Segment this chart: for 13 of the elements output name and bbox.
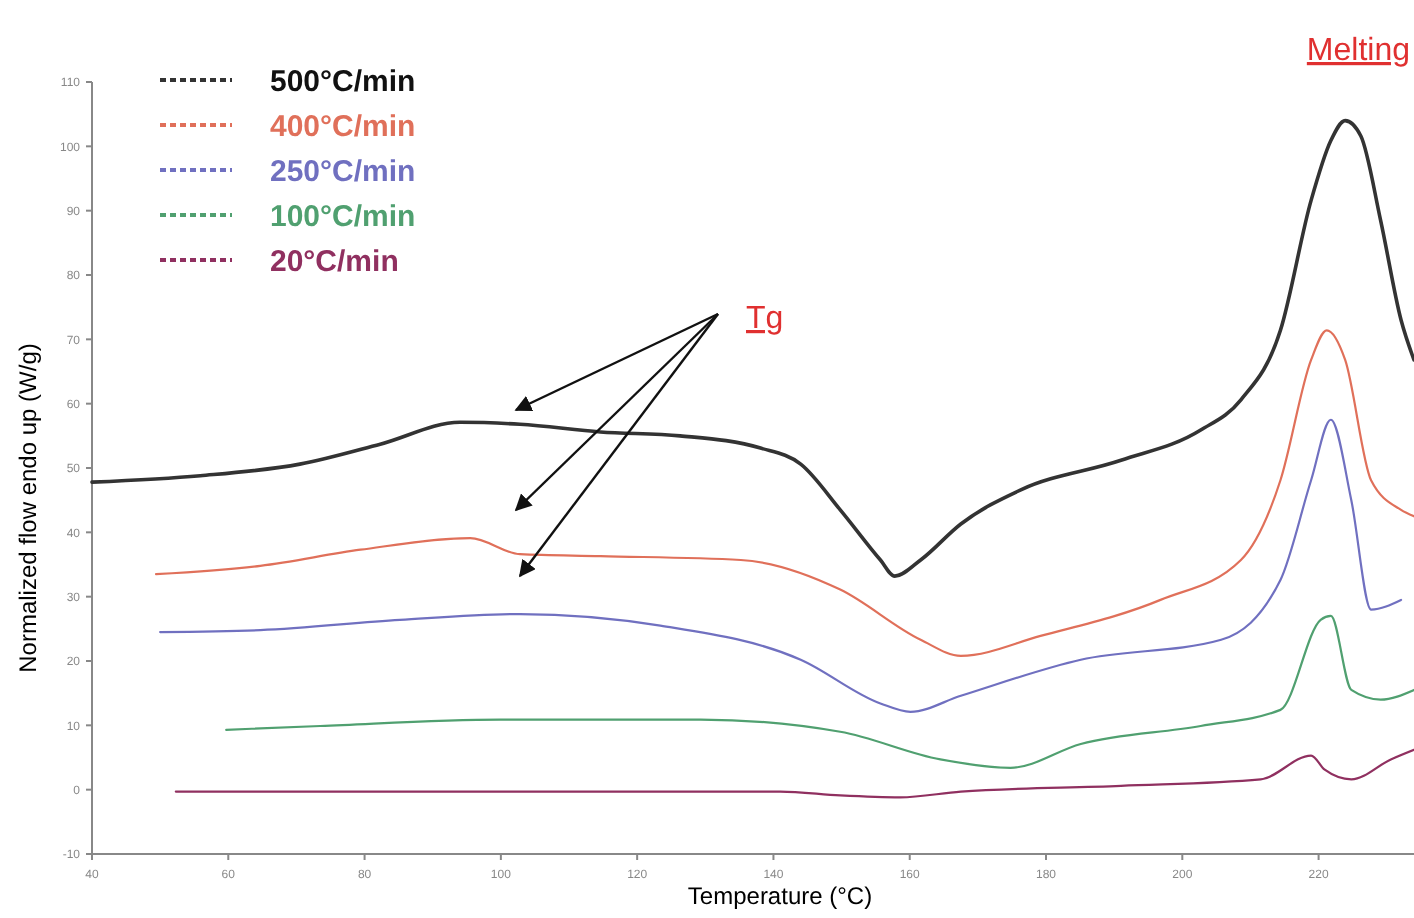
line-series — [225, 614, 1414, 769]
line-series — [159, 418, 1403, 713]
x-axis-title: Temperature (°C) — [687, 882, 873, 910]
line-series — [90, 118, 1414, 578]
text: Melting — [1306, 34, 1410, 68]
legend-label: 20°C/min — [270, 244, 399, 279]
annotation: Tg — [746, 302, 784, 336]
legend-label: 500°C/min — [270, 64, 416, 99]
legend-label: 400°C/min — [270, 109, 416, 144]
legend-label: 100°C/min — [270, 199, 416, 234]
line-series — [174, 748, 1414, 799]
y-axis-title: Normalized flow endo up (W/g) — [14, 343, 42, 673]
legend-label: 250°C/min — [270, 154, 416, 189]
